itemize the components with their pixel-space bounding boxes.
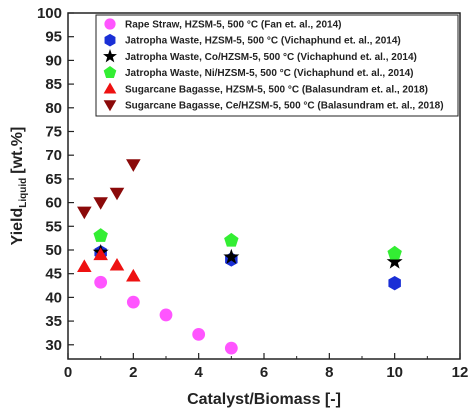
y-tick-label: 30 [45, 337, 62, 354]
y-axis-title: YieldLiquid [wt.%] [9, 127, 29, 246]
legend-entry: Jatropha Waste, Co/HZSM-5, 500 °C (Vicha… [125, 52, 417, 63]
y-tick-label: 50 [45, 242, 62, 259]
tick-labels: 0 2 4 6 8 10 12 30 35 40 45 50 55 60 65 70 75 80 85 90 95 100 [37, 5, 468, 381]
legend-marker [103, 100, 117, 112]
legend-marker [103, 49, 117, 63]
y-axis-title-main: Yield [9, 208, 26, 246]
legend-marker [104, 18, 116, 30]
legend-marker [103, 65, 117, 78]
x-tick-label: 8 [325, 364, 333, 381]
legend-entry: Rape Straw, HZSM-5, 500 °C (Fan et. al.,… [125, 20, 341, 31]
legend-entry: Sugarcane Bagasse, HZSM-5, 500 °C (Balas… [125, 84, 428, 95]
y-tick-label: 100 [37, 5, 62, 22]
legend-marker [104, 33, 116, 47]
axis-ticks [67, 12, 461, 359]
x-axis-title: Catalyst/Biomass [-] [187, 391, 341, 408]
x-tick-label: 10 [386, 364, 403, 381]
data-point [223, 248, 240, 264]
x-tick-label: 12 [452, 364, 469, 381]
data-point [224, 341, 238, 355]
y-tick-label: 80 [45, 100, 62, 117]
data-point [77, 259, 92, 272]
x-tick-label: 0 [64, 364, 72, 381]
y-tick-label: 95 [45, 29, 62, 46]
data-point [126, 159, 141, 172]
legend: Rape Straw, HZSM-5, 500 °C (Fan et. al.,… [95, 14, 459, 117]
data-point [388, 275, 401, 291]
data-point [192, 327, 206, 341]
legend-entry: Jatropha Waste, Ni/HZSM-5, 500 °C (Vicha… [125, 68, 414, 79]
data-point [109, 257, 125, 271]
x-tick-label: 6 [260, 364, 268, 381]
x-tick-label: 4 [194, 364, 203, 381]
y-tick-label: 60 [45, 195, 62, 212]
y-tick-label: 90 [45, 52, 62, 69]
y-tick-label: 75 [45, 123, 62, 140]
y-tick-label: 85 [45, 76, 62, 93]
y-axis-title-unit: [wt.%] [9, 127, 26, 174]
y-tick-label: 55 [45, 218, 62, 235]
data-point [93, 247, 108, 261]
data-point [126, 268, 141, 282]
legend-entry: Sugarcane Bagasse, Ce/HZSM-5, 500 °C (Ba… [125, 101, 444, 112]
data-point [77, 206, 92, 220]
y-tick-label: 35 [45, 313, 62, 330]
data-point [126, 295, 140, 309]
x-tick-label: 2 [129, 364, 137, 381]
data-point [386, 253, 403, 269]
y-tick-label: 45 [45, 266, 62, 283]
data-point [224, 232, 239, 247]
y-tick-label: 40 [45, 289, 62, 306]
data-point [93, 197, 108, 210]
data-point [387, 245, 402, 260]
data-point [159, 308, 173, 322]
data-points [77, 159, 403, 355]
legend-entry: Jatropha Waste, HZSM-5, 500 °C (Vichaphu… [125, 36, 401, 47]
y-axis-title-sub: Liquid [18, 178, 29, 208]
y-tick-label: 65 [45, 171, 62, 188]
data-point [93, 228, 108, 242]
data-point [94, 275, 108, 289]
data-point [109, 187, 125, 201]
legend-box [95, 14, 459, 117]
legend-marker [103, 82, 117, 94]
y-tick-label: 70 [45, 147, 62, 164]
